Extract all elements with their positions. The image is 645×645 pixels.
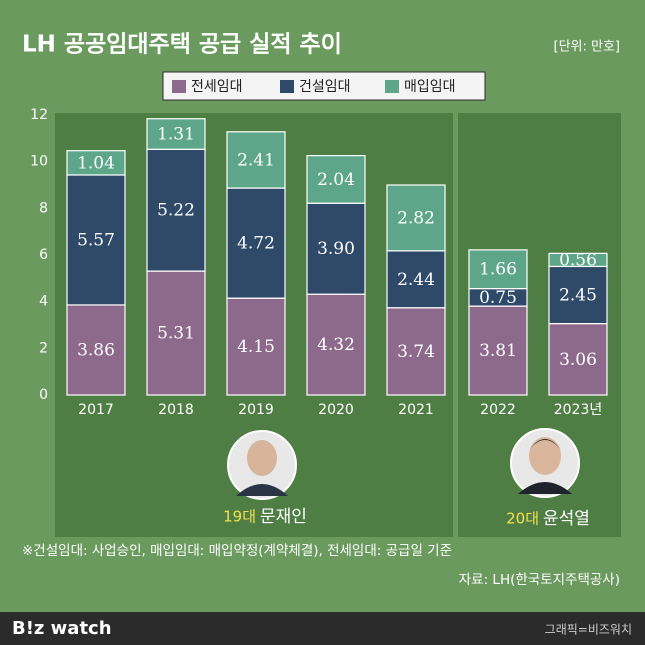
value-label: 2.45: [559, 286, 597, 306]
period-name: 윤석열: [543, 509, 590, 529]
bar-segment: [306, 293, 366, 396]
bar-segment: [548, 265, 608, 325]
x-tick-label: 2021: [398, 402, 434, 418]
source: 자료: LH(한국토지주택공사): [459, 572, 620, 588]
y-tick-label: 10: [30, 154, 48, 170]
value-label: 4.72: [237, 234, 275, 254]
value-label: 2.44: [397, 270, 435, 290]
value-label: 5.31: [157, 324, 195, 344]
bar-segment: [386, 250, 446, 309]
value-label: 1.31: [157, 125, 195, 145]
bar-segment: [306, 155, 366, 204]
x-tick-label: 2022: [480, 402, 516, 418]
y-tick-label: 6: [39, 247, 48, 263]
bar-segment: [146, 148, 206, 272]
period-number: 20대: [506, 510, 539, 528]
footer: [0, 612, 645, 645]
note: ※건설임대: 사업승인, 매입임대: 매입약정(계약체결), 전세임대: 공급일…: [22, 543, 452, 559]
bar-segment: [226, 131, 286, 189]
value-label: 3.74: [397, 342, 435, 362]
bar-segment: [386, 184, 446, 252]
chart-title: LH 공공임대주택 공급 실적 추이: [22, 32, 342, 58]
value-label: 1.04: [77, 153, 115, 173]
x-tick-label: 2018: [158, 402, 194, 418]
legend-label: 건설임대: [299, 79, 351, 95]
x-tick-label: 2019: [238, 402, 274, 418]
period-number: 19대: [223, 508, 256, 526]
x-tick-label: 2020: [318, 402, 354, 418]
legend-swatch: [385, 80, 399, 93]
portrait-1: [227, 430, 297, 500]
credit: 그래픽=비즈워치: [545, 623, 632, 637]
value-label: 1.66: [479, 260, 517, 280]
legend-swatch: [172, 80, 186, 93]
bar-segment: [306, 202, 366, 295]
value-label: 3.06: [559, 350, 597, 370]
bar-segment: [468, 249, 528, 290]
x-tick-label: 2023년: [554, 402, 603, 418]
legend-label: 매입임대: [404, 79, 456, 95]
bar-segment: [146, 270, 206, 396]
value-label: 4.15: [237, 337, 275, 357]
value-label: 4.32: [317, 335, 355, 355]
y-tick-label: 12: [30, 107, 48, 123]
value-label: 2.82: [397, 208, 435, 228]
value-label: 3.81: [479, 341, 517, 361]
bar-segment: [226, 297, 286, 396]
brand: B!z watch: [12, 618, 112, 639]
y-tick-label: 4: [39, 294, 48, 310]
portrait-2: [510, 428, 580, 498]
y-tick-label: 8: [39, 200, 48, 216]
period-name: 문재인: [260, 507, 307, 527]
value-label: 5.57: [77, 230, 115, 250]
bar-segment: [226, 187, 286, 299]
value-label: 5.22: [157, 201, 195, 221]
bar-segment: [548, 252, 608, 268]
value-label: 3.90: [317, 239, 355, 259]
x-tick-label: 2017: [78, 402, 114, 418]
bar-segment: [468, 305, 528, 396]
value-label: 0.56: [559, 250, 597, 270]
unit: [단위: 만호]: [554, 40, 621, 55]
value-label: 2.41: [237, 150, 275, 170]
legend-swatch: [280, 80, 294, 93]
legend-label: 전세임대: [191, 79, 243, 95]
value-label: 3.86: [77, 340, 115, 360]
value-label: 0.75: [479, 288, 517, 308]
bar-segment: [66, 150, 126, 176]
bar-segment: [146, 118, 206, 150]
value-label: 2.04: [317, 170, 355, 190]
bar-segment: [386, 307, 446, 396]
y-tick-label: 0: [39, 387, 48, 403]
y-tick-label: 2: [39, 340, 48, 356]
legend: [162, 71, 486, 101]
